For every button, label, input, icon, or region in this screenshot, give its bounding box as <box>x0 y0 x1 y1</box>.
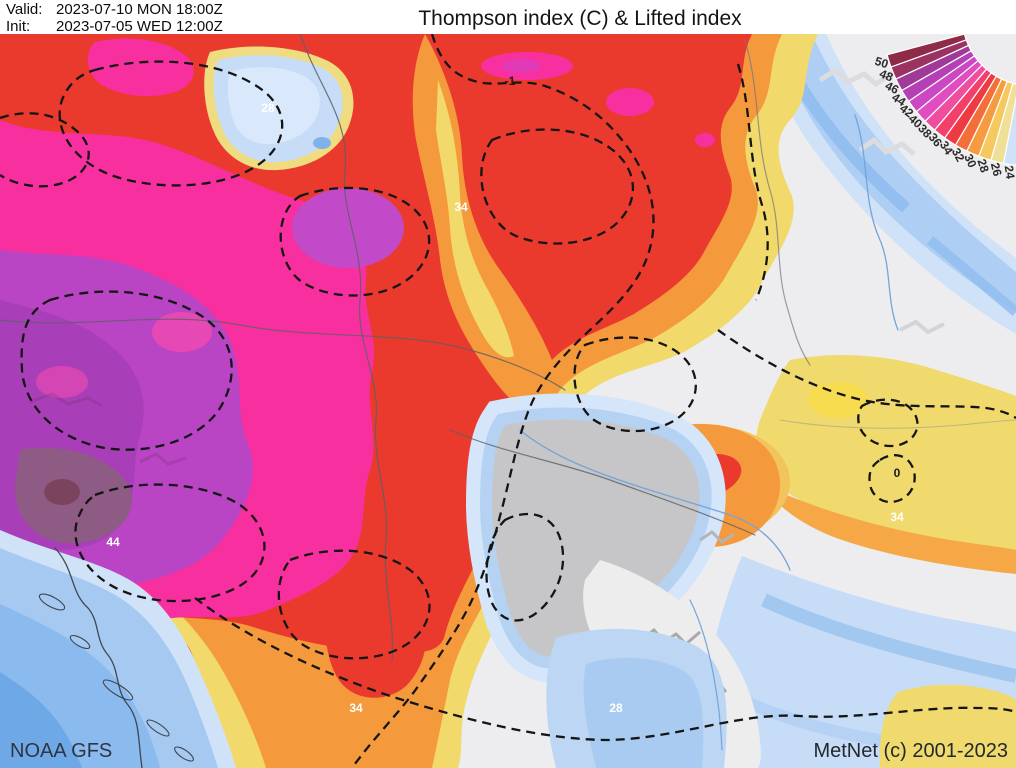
contour-label: 0 <box>893 466 901 480</box>
legend-value: 24 <box>1002 165 1016 181</box>
legend-value: 32 <box>949 146 968 165</box>
valid-label: Valid: <box>6 1 43 18</box>
contour-label: 34 <box>890 510 904 524</box>
header-band <box>0 0 1016 34</box>
contour-label: 34 <box>349 701 363 715</box>
legend-value: 28 <box>974 157 992 174</box>
legend-value: 46 <box>883 78 902 97</box>
valid-time: 2023-07-10 MON 18:00Z <box>56 1 223 18</box>
contour-label: -1 <box>504 74 516 88</box>
geography-lines <box>0 33 1016 768</box>
legend-value: 26 <box>988 161 1005 178</box>
init-label: Init: <box>6 18 31 35</box>
cool-pools <box>0 46 1016 768</box>
contour-label: 28 <box>261 101 275 115</box>
run-info: Valid: 2023-07-10 MON 18:00Z Init: 2023-… <box>6 1 223 35</box>
contour-label: 28 <box>609 701 623 715</box>
model-name: NOAA GFS <box>10 740 113 762</box>
legend-value: 48 <box>877 66 895 84</box>
contour-label: 44 <box>106 535 120 549</box>
init-time: 2023-07-05 WED 12:00Z <box>56 18 223 35</box>
lifted-index-contours <box>0 33 1016 768</box>
legend-value: 50 <box>873 54 890 71</box>
page-title: Thompson index (C) & Lifted index <box>418 7 742 30</box>
thompson-index-fill <box>0 34 818 768</box>
legend-value: 30 <box>961 152 979 170</box>
credit: MetNet (c) 2001-2023 <box>813 740 1008 762</box>
legend-wedge <box>1002 95 1016 166</box>
contour-label: 34 <box>454 200 468 214</box>
